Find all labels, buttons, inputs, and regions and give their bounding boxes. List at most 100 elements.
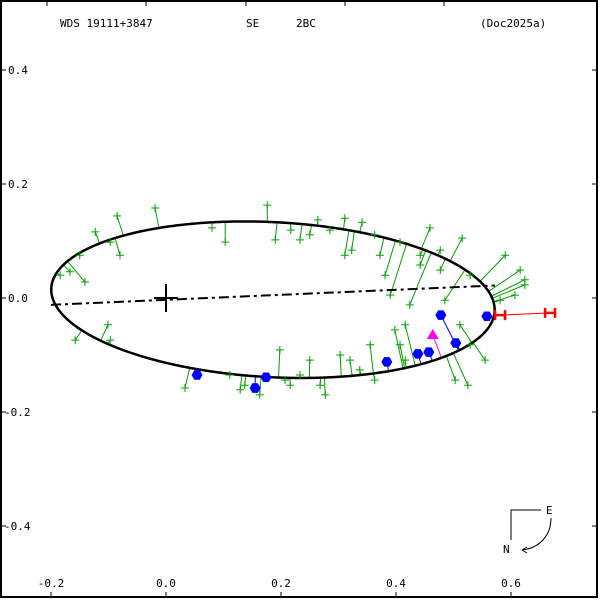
micrometer-observation [80,278,89,287]
micrometer-observation [113,211,122,220]
residual-line [488,269,521,292]
residual-line [492,284,525,299]
micrometer-observation [366,340,375,349]
residual-line [399,344,406,369]
header-reference: (Doc2025a) [480,17,546,30]
micrometer-observation [321,390,330,399]
micrometer-observation [91,227,100,236]
micrometer-observation [106,336,115,345]
y-tick-label: 0.4 [8,64,28,77]
residual-line [100,324,109,341]
residual-line [491,279,526,297]
speckle-observation [191,370,203,380]
micrometer-observation [416,251,425,260]
micrometer-observation [458,234,467,243]
micrometer-observation [263,201,272,210]
micrometer-observation [286,226,295,235]
observation-marks [56,201,557,399]
micrometer-observation [240,381,249,390]
residual-line [420,227,431,250]
micrometer-observation [271,235,280,244]
residual-line [444,269,466,301]
residual-line [116,215,124,236]
residual-line [384,240,396,276]
micrometer-observation [325,226,334,235]
x-tick-label: -0.2 [38,577,65,590]
micrometer-observation [151,203,160,212]
residual-line [63,264,71,273]
micrometer-observation [375,251,384,260]
compass-arrow [521,517,552,551]
header-star-id: WDS 19111+3847 [60,17,153,30]
micrometer-observation [313,215,322,224]
micrometer-observation [75,251,84,260]
residual-line [344,230,350,256]
speckle-observation [412,349,424,359]
residual-line [445,355,456,381]
micrometer-observation [347,246,356,255]
micrometer-observation [208,223,216,232]
micrometer-observation [340,214,349,223]
micrometer-observation [295,370,304,379]
speckle-observation [381,357,393,367]
top-ticks [46,1,445,6]
x-tick-label: 0.0 [156,577,176,590]
residual-line [369,344,374,374]
residual-line [404,324,416,366]
micrometer-observation [106,238,115,247]
compass: E N [503,504,553,556]
micrometer-observation [520,275,529,284]
micrometer-observation [511,291,520,300]
speckle-observation [423,347,435,357]
micrometer-observation [501,251,510,260]
micrometer-observation [440,296,449,305]
residual-line [500,312,551,316]
special-observation [426,329,439,340]
micrometer-observation [381,271,390,280]
micrometer-observation [466,340,475,349]
micrometer-observation [481,356,490,365]
micrometer-observation [103,320,112,329]
micrometer-observation [281,376,290,385]
line-of-nodes [50,284,495,306]
speckle-observation [435,310,447,320]
speckle-observation [450,338,462,348]
y-tick-label: 0.2 [8,178,28,191]
micrometer-observation [436,246,445,255]
speckle-observation [481,311,493,322]
residual-line [452,352,469,386]
compass-axes [510,509,541,540]
micrometer-observation [463,381,472,390]
residual-line [67,260,86,283]
micrometer-observation [466,271,475,280]
micrometer-observation [451,376,460,385]
y-tick-label: -0.2 [4,406,31,419]
micrometer-observation [401,356,410,365]
orbit-ellipse [50,220,496,380]
micrometer-observation [275,345,284,354]
micrometer-observation [416,260,425,269]
orbit [50,220,496,380]
residual-line [394,329,404,369]
micrometer-observation [401,320,410,329]
residual-line [184,367,191,389]
compass-arrowhead-icon [521,546,528,554]
micrometer-observation [286,381,295,390]
residual-line [94,231,101,244]
micrometer-observation [305,230,314,239]
residual-line [154,207,160,229]
residual-line [409,252,432,306]
x-tick-label: 0.6 [501,577,521,590]
residual-line [472,342,486,361]
micrometer-observation [71,336,80,345]
compass-north-label: N [503,543,510,556]
micrometer-observation [116,251,124,260]
axes: -0.2 0.0 0.2 0.4 0.6 0.4 0.2 0.0 -0.2 -0.4 [1,64,597,597]
x-tick-label: 0.2 [271,577,291,590]
micrometer-observation [305,356,314,365]
micrometer-observation [516,266,525,275]
residual-lines [56,205,551,395]
micrometer-observation [340,251,349,260]
micrometer-observation [496,296,505,305]
